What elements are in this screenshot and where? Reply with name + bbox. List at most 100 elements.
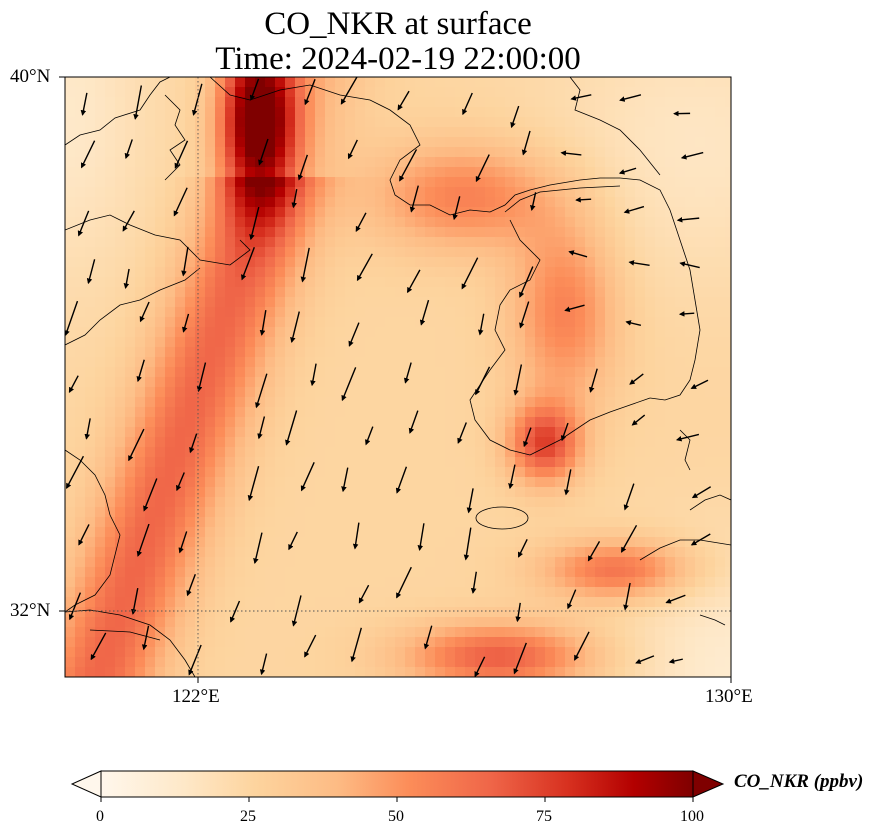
field-cell: [115, 397, 126, 408]
field-cell: [575, 627, 586, 638]
field-cell: [135, 297, 146, 308]
field-cell: [375, 197, 386, 208]
field-cell: [315, 87, 326, 98]
field-cell: [205, 357, 216, 368]
field-cell: [525, 157, 536, 168]
field-cell: [215, 607, 226, 618]
field-cell: [705, 467, 716, 478]
field-cell: [685, 217, 696, 228]
field-cell: [465, 77, 476, 88]
field-cell: [525, 557, 536, 568]
field-cell: [295, 577, 306, 588]
field-cell: [575, 487, 586, 498]
field-cell: [555, 97, 566, 108]
field-cell: [685, 227, 696, 238]
field-cell: [325, 357, 336, 368]
field-cell: [155, 647, 166, 658]
field-cell: [375, 347, 386, 358]
field-cell: [655, 497, 666, 508]
field-cell: [315, 77, 326, 88]
field-cell: [235, 607, 246, 618]
field-cell: [665, 297, 676, 308]
lat-label-32n: 32°N: [10, 600, 51, 621]
field-cell: [665, 97, 676, 108]
field-cell: [205, 647, 216, 658]
field-cell: [105, 107, 116, 118]
field-cell: [485, 327, 496, 338]
field-cell: [175, 397, 186, 408]
field-cell: [445, 207, 456, 218]
field-cell: [425, 407, 436, 418]
field-cell: [215, 77, 226, 88]
field-cell: [705, 127, 716, 138]
field-cell: [275, 357, 286, 368]
field-cell: [395, 307, 406, 318]
field-cell: [465, 547, 476, 558]
field-cell: [265, 187, 276, 198]
field-cell: [485, 387, 496, 398]
field-cell: [195, 647, 206, 658]
field-cell: [335, 527, 346, 538]
field-cell: [555, 267, 566, 278]
field-cell: [225, 667, 236, 677]
field-cell: [685, 87, 696, 98]
field-cell: [515, 417, 526, 428]
field-cell: [615, 337, 626, 348]
field-cell: [365, 547, 376, 558]
field-cell: [85, 267, 96, 278]
field-cell: [225, 157, 236, 168]
field-cell: [665, 187, 676, 198]
field-cell: [625, 147, 636, 158]
field-cell: [145, 557, 156, 568]
field-cell: [125, 187, 136, 198]
field-cell: [245, 257, 256, 268]
field-cell: [165, 537, 176, 548]
field-cell: [85, 77, 96, 88]
field-cell: [505, 537, 516, 548]
field-cell: [195, 197, 206, 208]
field-cell: [715, 147, 726, 158]
field-cell: [645, 537, 656, 548]
field-cell: [275, 217, 286, 228]
field-cell: [315, 417, 326, 428]
field-cell: [455, 417, 466, 428]
field-cell: [105, 507, 116, 518]
field-cell: [285, 507, 296, 518]
field-cell: [255, 377, 266, 388]
field-cell: [95, 277, 106, 288]
field-cell: [235, 337, 246, 348]
field-cell: [475, 237, 486, 248]
field-cell: [605, 457, 616, 468]
field-cell: [685, 257, 696, 268]
field-cell: [555, 127, 566, 138]
field-cell: [405, 437, 416, 448]
field-cell: [665, 237, 676, 248]
field-cell: [555, 297, 566, 308]
field-cell: [465, 597, 476, 608]
field-cell: [385, 287, 396, 298]
field-cell: [355, 337, 366, 348]
field-cell: [625, 217, 636, 228]
field-cell: [205, 187, 216, 198]
field-cell: [255, 477, 266, 488]
field-cell: [385, 197, 396, 208]
wind-arrow: [675, 433, 700, 442]
field-cell: [515, 87, 526, 98]
field-cell: [555, 347, 566, 358]
field-cell: [535, 107, 546, 118]
field-cell: [385, 477, 396, 488]
field-cell: [195, 587, 206, 598]
field-cell: [75, 277, 86, 288]
field-cell: [395, 527, 406, 538]
field-cell: [245, 647, 256, 658]
field-cell: [555, 427, 566, 438]
field-cell: [105, 407, 116, 418]
field-cell: [275, 87, 286, 98]
field-cell: [465, 607, 476, 618]
field-cell: [635, 527, 646, 538]
field-cell: [225, 337, 236, 348]
field-cell: [115, 437, 126, 448]
field-cell: [515, 117, 526, 128]
field-cell: [185, 147, 196, 158]
field-cell: [85, 657, 96, 668]
